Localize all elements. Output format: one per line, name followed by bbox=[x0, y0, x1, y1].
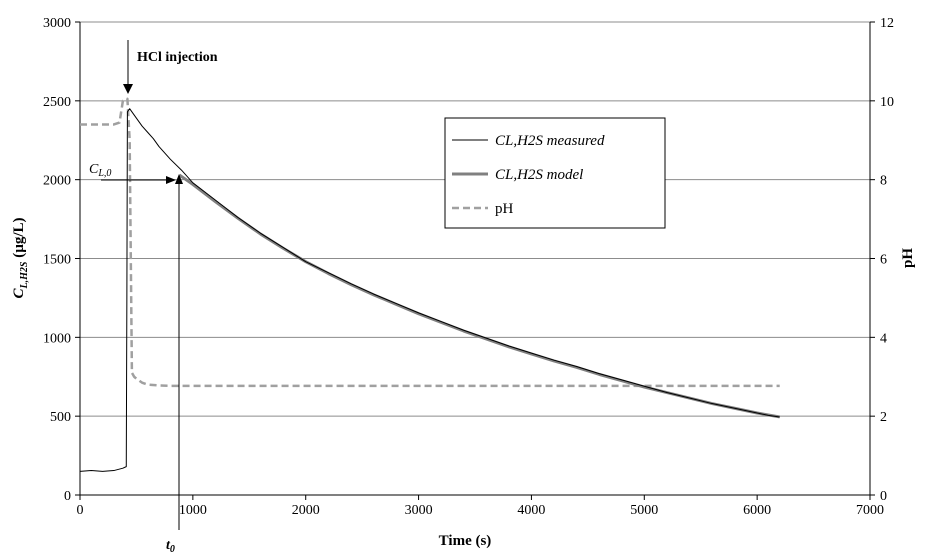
legend-item-ph: pH bbox=[452, 201, 514, 217]
x-tick-label: 7000 bbox=[856, 503, 884, 518]
y2-tick-label: 6 bbox=[880, 253, 887, 268]
grid-lines bbox=[80, 21, 870, 417]
annotation-injection: HCl injection bbox=[123, 40, 218, 94]
y-tick-label: 2000 bbox=[43, 174, 71, 189]
y2-tick-label: 8 bbox=[880, 174, 887, 189]
y-axis-ticks: 0 500 1000 1500 2000 2500 3000 bbox=[43, 16, 80, 504]
y-tick-label: 1500 bbox=[43, 253, 71, 268]
annotation-t0: t0 bbox=[166, 174, 183, 555]
y-axis-title-sub: L,H2S bbox=[19, 261, 30, 289]
x-tick-label: 6000 bbox=[743, 503, 771, 518]
y2-tick-label: 0 bbox=[880, 489, 887, 504]
y-tick-label: 3000 bbox=[43, 16, 71, 31]
y2-axis-ticks: 0 2 4 6 8 10 12 bbox=[870, 16, 894, 504]
x-tick-label: 0 bbox=[77, 503, 84, 518]
t0-label-sub: 0 bbox=[170, 544, 175, 555]
x-axis-ticks: 0 1000 2000 3000 4000 5000 6000 7000 bbox=[77, 495, 884, 518]
x-tick-label: 1000 bbox=[179, 503, 207, 518]
series-measured-line bbox=[79, 108, 780, 472]
cl0-label-main: C bbox=[89, 162, 99, 177]
legend-label-model: CL,H2S model bbox=[495, 167, 583, 183]
cl0-arrow-head bbox=[166, 176, 176, 184]
cl0-label: CL,0 bbox=[89, 162, 111, 179]
x-tick-label: 5000 bbox=[630, 503, 658, 518]
y-axis-title-unit: (µg/L) bbox=[11, 217, 27, 261]
t0-arrow-head bbox=[175, 174, 183, 184]
legend: CL,H2S measured CL,H2S model pH bbox=[444, 117, 666, 229]
y-tick-label: 0 bbox=[64, 489, 71, 504]
y-tick-label: 2500 bbox=[43, 95, 71, 110]
x-tick-label: 2000 bbox=[292, 503, 320, 518]
legend-label-measured: CL,H2S measured bbox=[495, 133, 605, 149]
y2-axis-title: pH bbox=[900, 248, 916, 268]
y-tick-label: 1000 bbox=[43, 331, 71, 346]
x-tick-label: 3000 bbox=[405, 503, 433, 518]
annotation-cl0: CL,0 bbox=[89, 162, 176, 184]
x-axis-title: Time (s) bbox=[439, 533, 492, 549]
y2-tick-label: 10 bbox=[880, 95, 894, 110]
t0-label: t0 bbox=[166, 538, 175, 555]
y-axis-title: CL,H2S (µg/L) bbox=[11, 217, 30, 298]
injection-arrow-head bbox=[123, 84, 133, 94]
t0-label-main: t bbox=[166, 538, 171, 553]
y2-tick-label: 4 bbox=[880, 331, 887, 346]
x-tick-label: 4000 bbox=[517, 503, 545, 518]
y-tick-label: 500 bbox=[50, 410, 71, 425]
legend-label-ph: pH bbox=[495, 201, 514, 217]
y-axis-title-main: C bbox=[11, 288, 27, 299]
legend-item-model: CL,H2S model bbox=[452, 167, 583, 183]
injection-label: HCl injection bbox=[137, 50, 218, 65]
series-ph-line bbox=[80, 97, 780, 388]
legend-item-measured: CL,H2S measured bbox=[452, 133, 605, 149]
series-layer bbox=[79, 97, 780, 472]
y2-tick-label: 12 bbox=[880, 16, 894, 31]
y2-tick-label: 2 bbox=[880, 410, 887, 425]
cl0-label-sub: L,0 bbox=[97, 168, 111, 179]
